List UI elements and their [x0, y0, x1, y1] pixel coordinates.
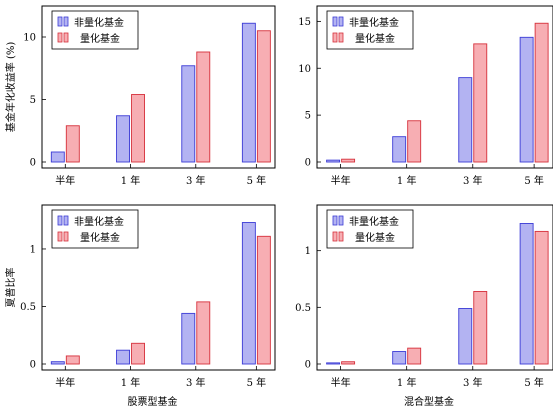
- legend-label-quant: 量化基金: [80, 32, 120, 45]
- x-tick-label: 3 年: [186, 174, 206, 187]
- bar-quant: [473, 43, 488, 163]
- bar-quant: [534, 22, 549, 163]
- bar-quant: [407, 347, 422, 365]
- bar-non-quant: [392, 351, 407, 365]
- y-tick-label: 1: [30, 244, 36, 255]
- bar-non-quant: [181, 65, 196, 163]
- legend-swatch-quant: [332, 231, 338, 242]
- y-tick-label: 15: [298, 17, 311, 28]
- bar-non-quant: [241, 22, 256, 163]
- bar-quant: [534, 230, 549, 365]
- bar-quant: [65, 355, 80, 365]
- legend-swatch-non-quant: [63, 16, 69, 27]
- y-tick-label: 0.5: [20, 302, 36, 313]
- x-tick-label: 半年: [55, 376, 75, 389]
- x-tick-label: 5 年: [524, 376, 544, 389]
- legend-label-non-quant: 非量化基金: [74, 16, 124, 29]
- y-tick-label: 5: [305, 111, 311, 122]
- y-tick-label: 1: [305, 246, 311, 257]
- bar-non-quant: [116, 115, 130, 163]
- bar-quant: [256, 235, 271, 365]
- plot-frame: [316, 204, 553, 371]
- bar-non-quant: [181, 312, 196, 365]
- bar-quant: [341, 158, 356, 163]
- legend-swatch-non-quant: [63, 215, 69, 226]
- y-axis-title: 夏普比率: [4, 268, 17, 308]
- legend-swatch-non-quant: [332, 16, 338, 27]
- x-tick-label: 5 年: [524, 174, 544, 187]
- x-axis-title: 混合型基金: [404, 395, 454, 408]
- bar-non-quant: [519, 223, 534, 365]
- legend-swatch-non-quant: [332, 215, 338, 226]
- x-tick-label: 3 年: [463, 376, 483, 389]
- y-tick-label: 0.5: [295, 303, 311, 314]
- y-tick-label: 0: [305, 360, 311, 371]
- legend-label-non-quant: 非量化基金: [74, 215, 124, 228]
- y-tick-label: 10: [298, 64, 311, 75]
- legend-swatch-quant: [338, 32, 344, 43]
- bar-quant: [196, 51, 211, 163]
- bar-non-quant: [116, 349, 130, 365]
- legend-label-quant: 量化基金: [80, 231, 120, 244]
- bar-non-quant: [392, 136, 407, 163]
- bar-quant: [341, 361, 356, 365]
- plot-frame: [41, 5, 276, 169]
- legend-label-non-quant: 非量化基金: [349, 215, 399, 228]
- x-tick-label: 1 年: [397, 174, 417, 187]
- legend-swatch-non-quant: [57, 16, 63, 27]
- bar-quant: [131, 94, 145, 163]
- bar-non-quant: [241, 222, 256, 365]
- y-tick-label: 0: [30, 158, 36, 169]
- x-tick-label: 1 年: [397, 376, 417, 389]
- x-tick-label: 3 年: [463, 174, 483, 187]
- bar-quant: [131, 342, 145, 365]
- legend-swatch-non-quant: [338, 215, 344, 226]
- bar-non-quant: [50, 151, 65, 163]
- bar-quant: [473, 291, 488, 365]
- x-tick-label: 半年: [331, 376, 351, 389]
- x-tick-label: 1 年: [121, 174, 141, 187]
- y-tick-label: 10: [23, 33, 36, 44]
- legend-swatch-quant: [57, 32, 63, 43]
- bar-non-quant: [458, 308, 473, 365]
- x-tick-label: 5 年: [247, 376, 267, 389]
- bar-non-quant: [326, 362, 341, 365]
- bar-quant: [196, 301, 211, 365]
- y-tick-label: 0: [30, 360, 36, 371]
- legend-label-quant: 量化基金: [355, 32, 395, 45]
- legend-swatch-non-quant: [57, 215, 63, 226]
- y-axis-title: 基金年化收益率 (%): [4, 42, 17, 133]
- bar-quant: [407, 120, 422, 163]
- legend-swatch-quant: [63, 231, 69, 242]
- bar-quant: [65, 125, 80, 163]
- bar-non-quant: [519, 36, 534, 163]
- legend-swatch-quant: [332, 32, 338, 43]
- legend-swatch-quant: [338, 231, 344, 242]
- legend-swatch-quant: [63, 32, 69, 43]
- x-axis-title: 股票型基金: [128, 395, 178, 408]
- bar-non-quant: [458, 77, 473, 163]
- bar-non-quant: [50, 361, 65, 365]
- x-tick-label: 3 年: [186, 376, 206, 389]
- legend-swatch-non-quant: [338, 16, 344, 27]
- legend-label-non-quant: 非量化基金: [349, 16, 399, 29]
- y-tick-label: 0: [305, 158, 311, 169]
- x-tick-label: 5 年: [247, 174, 267, 187]
- bar-non-quant: [326, 159, 341, 163]
- y-tick-label: 5: [30, 95, 36, 106]
- plot-frame: [41, 204, 276, 371]
- bar-quant: [256, 30, 271, 163]
- plot-frame: [316, 5, 553, 169]
- legend-swatch-quant: [57, 231, 63, 242]
- x-tick-label: 1 年: [121, 376, 141, 389]
- x-tick-label: 半年: [55, 174, 75, 187]
- x-tick-label: 半年: [331, 174, 351, 187]
- legend-label-quant: 量化基金: [355, 231, 395, 244]
